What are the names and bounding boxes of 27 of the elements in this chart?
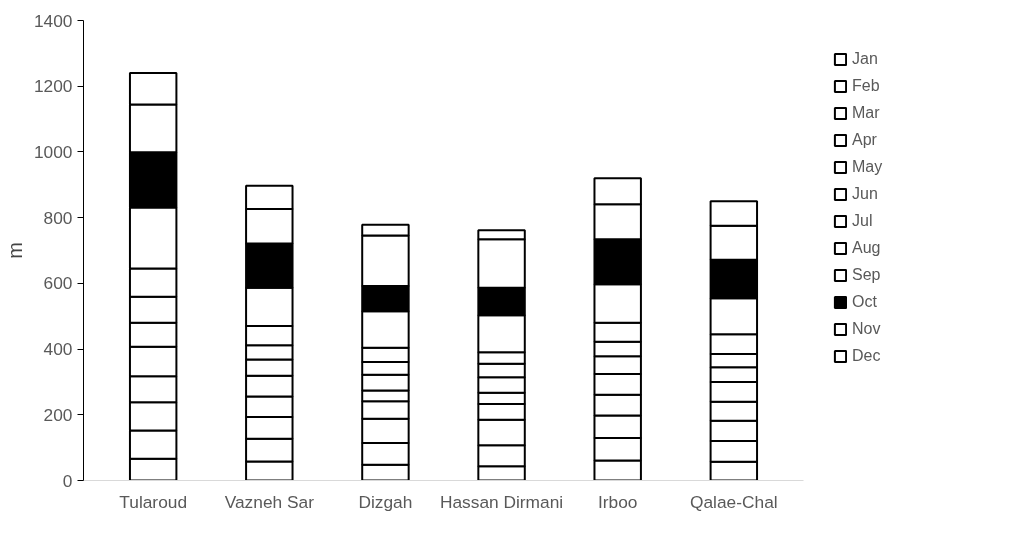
legend-label: Jul: [852, 212, 873, 230]
x-tick-label: Tularoud: [119, 491, 188, 512]
legend-label: Mar: [852, 104, 880, 122]
x-tick-label: Irboo: [597, 491, 638, 512]
y-tick-label: 1200: [33, 76, 73, 97]
y-axis-title: m: [3, 242, 26, 259]
y-tick-label: 0: [62, 470, 73, 491]
x-tick-label: Qalae-Chal: [690, 491, 778, 512]
legend-label: Sep: [852, 266, 881, 284]
x-tick-label: Dizgah: [358, 491, 413, 512]
y-tick-label: 200: [43, 404, 73, 425]
legend-label: Feb: [852, 77, 880, 95]
legend-label: Apr: [852, 131, 877, 149]
y-tick-label: 1400: [33, 10, 73, 31]
legend-label: Jan: [852, 50, 878, 68]
x-tick-label: Hassan Dirmani: [439, 491, 564, 512]
y-tick-label: 600: [43, 273, 73, 294]
legend-label: Dec: [852, 347, 881, 365]
legend-label: Jun: [852, 185, 878, 203]
y-tick-label: 400: [43, 339, 73, 360]
x-tick-label: Vazneh Sar: [224, 491, 315, 512]
legend-label: Oct: [852, 293, 877, 311]
y-tick-label: 800: [43, 207, 73, 228]
legend-label: May: [852, 158, 883, 176]
legend-label: Aug: [852, 239, 881, 257]
y-tick-label: 1000: [33, 141, 73, 162]
legend-label: Nov: [852, 320, 881, 338]
